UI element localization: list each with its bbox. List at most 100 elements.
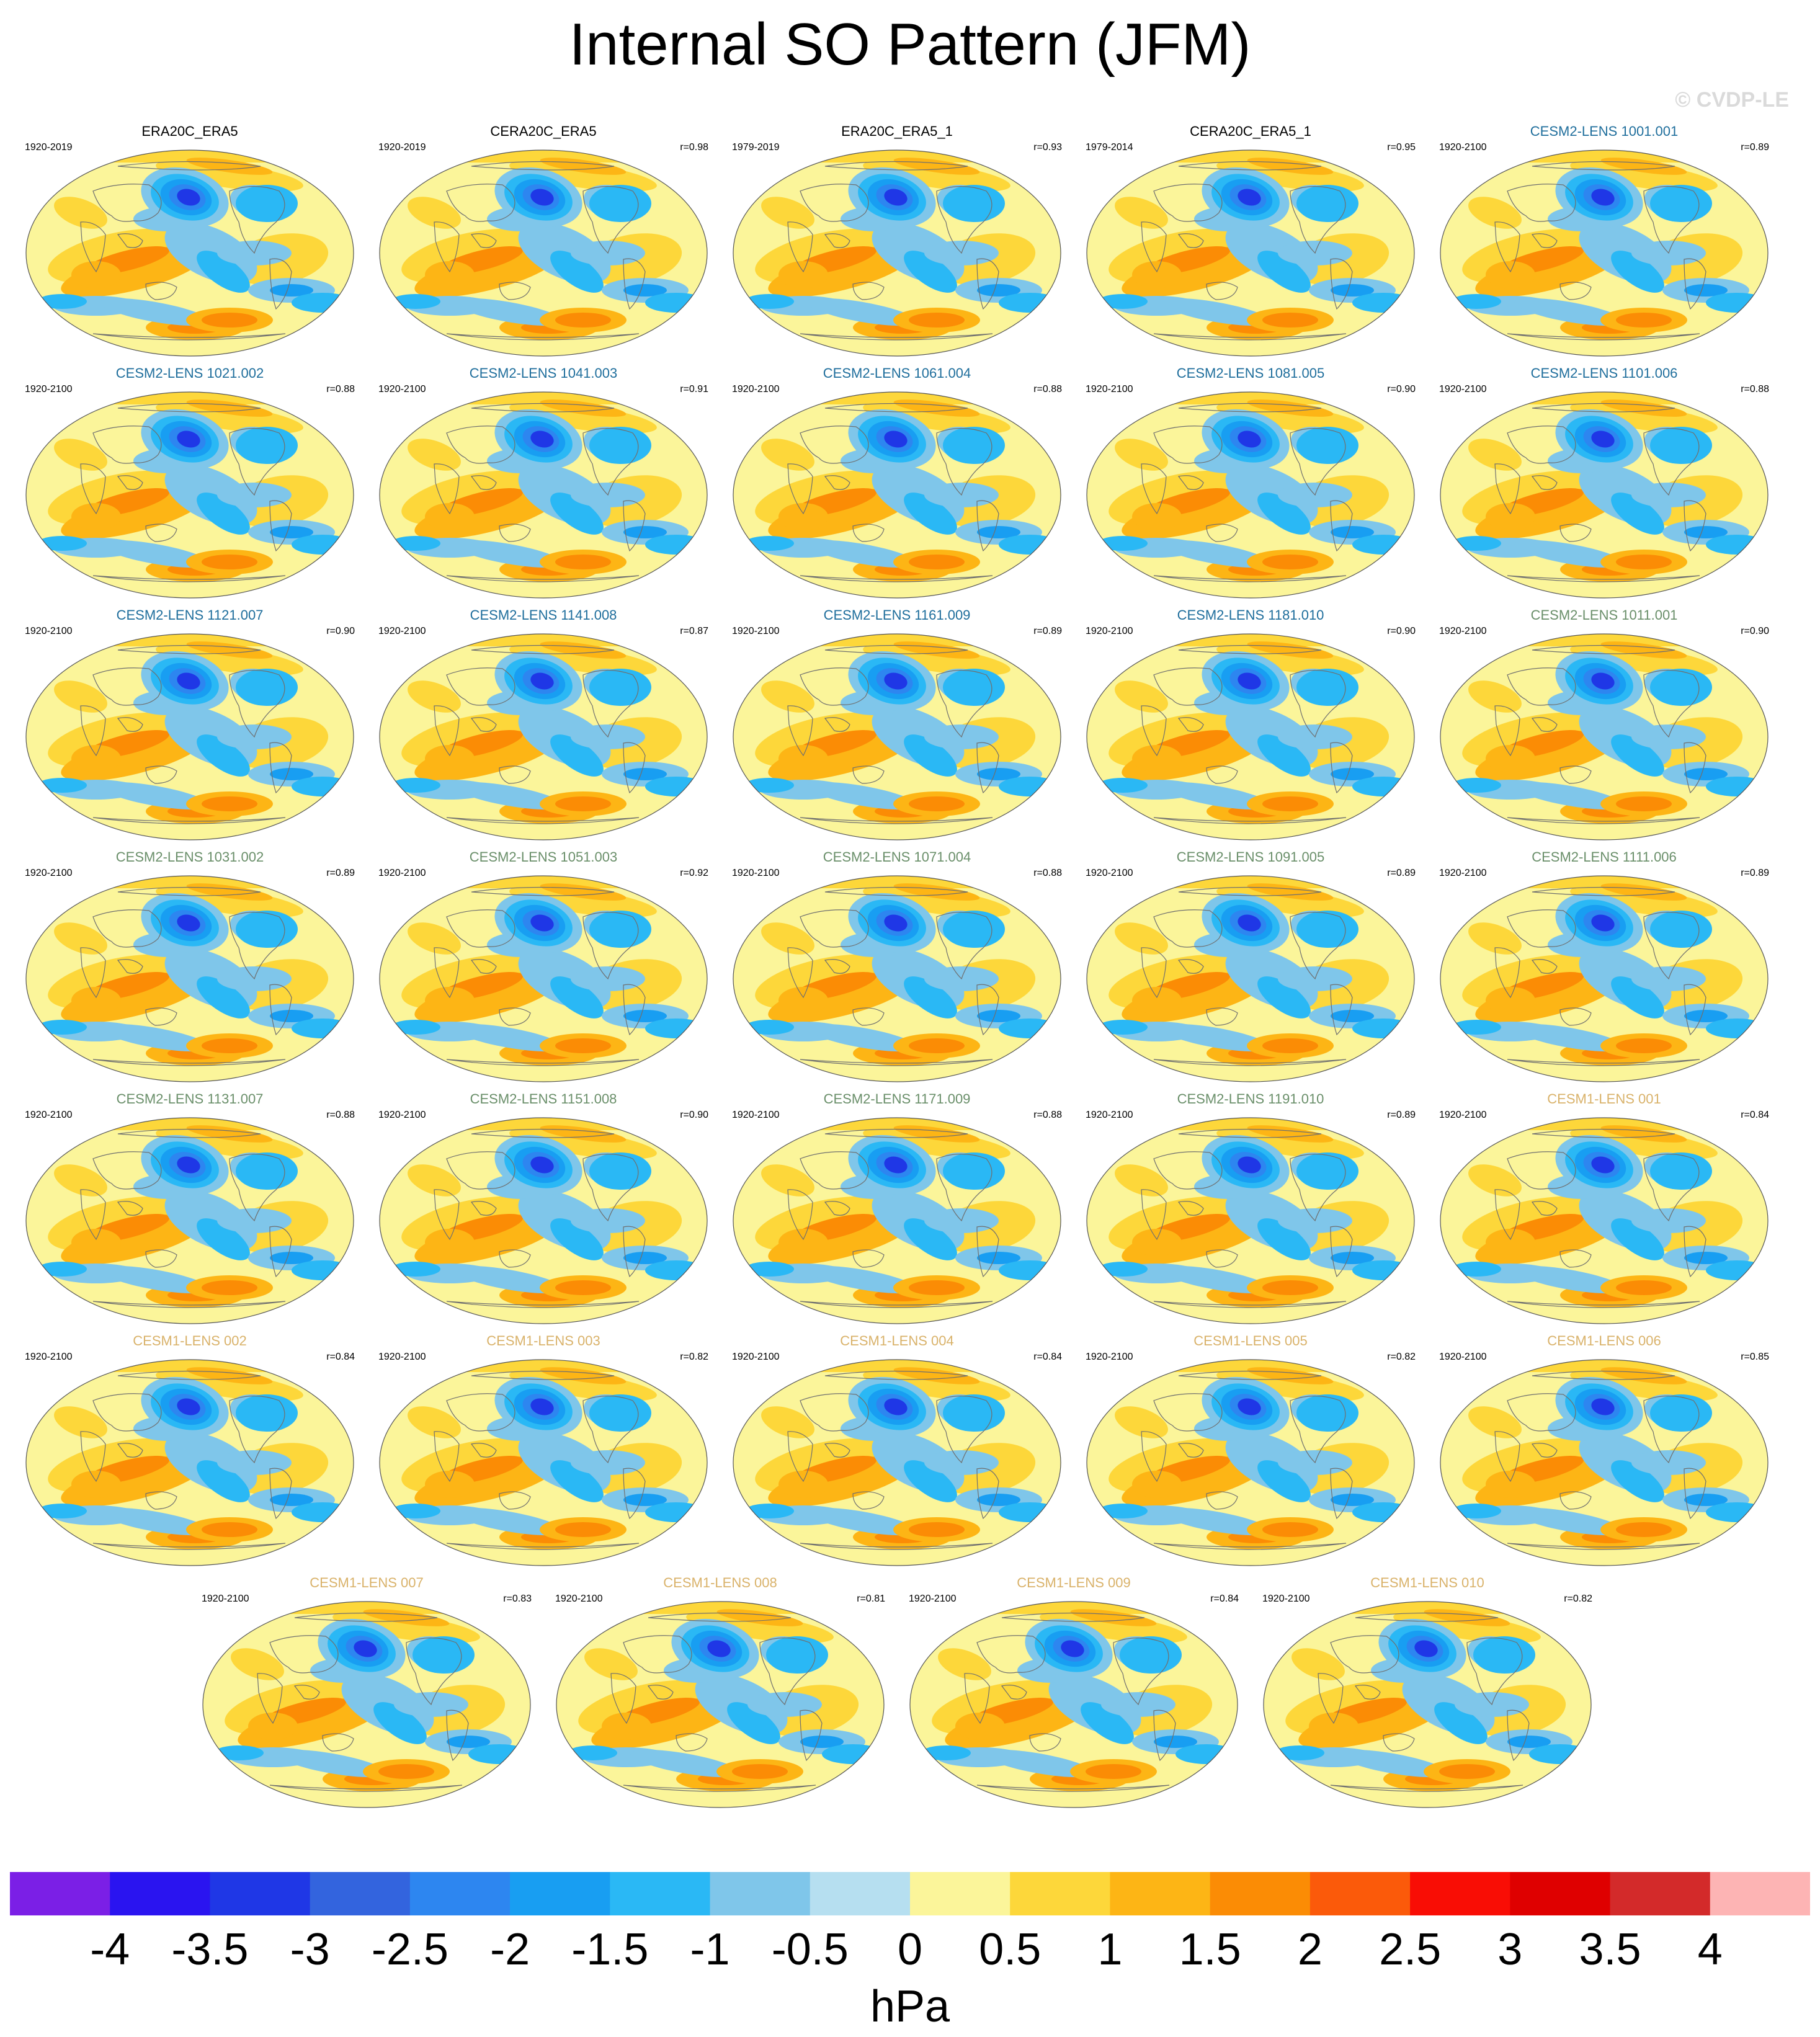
anomaly-contour [807,540,917,568]
coastline [1559,524,1592,542]
panel-years: 1920-2100 [378,1352,426,1362]
coastline [623,984,646,1036]
anomaly-contour [1468,197,1522,229]
anomaly-contour [100,1265,210,1294]
coastline [1290,911,1346,980]
map-outline [1440,149,1769,357]
anomaly-contour [71,261,121,288]
anomaly-contour [292,1260,354,1280]
colorbar-tick-label: -2.5 [371,1925,448,1974]
coastline [269,742,292,794]
coastline [471,1128,615,1138]
map-outline [1263,1601,1592,1808]
anomaly-contour [37,778,87,793]
coastline [1531,959,1558,974]
anomaly-contour [236,1152,298,1190]
anomaly-contour [1414,1640,1438,1657]
anomaly-contour [197,251,250,293]
panel-title: CESM2-LENS 1031.002 [115,849,264,865]
panel-years: 1979-2019 [732,142,780,153]
anomaly-contour [202,313,257,328]
anomaly-contour [214,1745,264,1760]
anomaly-contour [744,536,794,551]
panel-pattern-correlation: r=0.92 [680,868,708,878]
anomaly-contour [589,427,651,464]
coastline [800,333,993,341]
coastline [582,1153,639,1222]
coastline [471,403,615,412]
colorbar-swatch [409,1872,511,1915]
map-panel: CESM2-LENS 1091.005 1920-2100 r=0.89 [1073,849,1428,1090]
coastline [936,911,993,980]
anomaly-contour [1570,401,1718,434]
coastline [117,1128,261,1138]
anomaly-contour [555,555,611,569]
map-outline [909,1601,1238,1808]
anomaly-contour [1216,1369,1364,1401]
coastline [1684,500,1706,552]
panel-pattern-correlation: r=0.91 [680,384,708,394]
anomaly-contour [1468,922,1522,955]
anomaly-contour [1132,1229,1182,1256]
slp-anomaly-map [25,149,354,357]
anomaly-contour [1486,503,1535,530]
anomaly-contour [1262,796,1318,811]
anomaly-contour [1616,313,1672,328]
panel-title: CESM2-LENS 1001.001 [1530,123,1679,139]
coastline [269,258,292,310]
slp-anomaly-map [25,391,354,599]
anomaly-contour [71,1229,121,1256]
anomaly-contour [1132,745,1182,772]
coastline [117,475,143,490]
coastline [1290,1153,1346,1222]
panel-title: CESM1-LENS 001 [1547,1091,1661,1107]
anomaly-contour [509,401,657,434]
anomaly-contour [453,540,564,568]
coastline [117,1201,143,1216]
coastline [787,705,813,757]
slp-anomaly-map [1440,391,1769,599]
anomaly-contour [778,503,828,530]
coastline [1141,1189,1167,1241]
anomaly-contour [1616,1522,1672,1537]
coastline [269,1468,292,1520]
panel-years: 1920-2019 [378,142,426,153]
coastline [1643,669,1700,738]
anomaly-contour [1468,1164,1522,1197]
anomaly-contour [1452,1262,1501,1277]
panel-years: 1920-2100 [1439,868,1487,878]
anomaly-contour [1257,493,1311,535]
anomaly-contour [156,401,303,434]
anomaly-contour [202,555,257,569]
panel-title: CESM1-LENS 002 [133,1333,247,1348]
slp-anomaly-map [733,1359,1061,1566]
anomaly-contour [589,1152,651,1190]
anomaly-contour [1616,555,1672,569]
panel-pattern-correlation: r=0.90 [680,1110,708,1120]
anomaly-contour [744,294,794,309]
coastline [92,1543,286,1550]
coastline [471,1370,615,1380]
anomaly-contour [1098,1020,1148,1035]
colorbar-tick-label: -2 [490,1925,530,1974]
panel-pattern-correlation: r=0.90 [1387,626,1416,636]
panel-title: CESM1-LENS 004 [840,1333,954,1348]
coastline [1177,233,1204,248]
anomaly-contour [778,1229,828,1256]
panel-years: 1920-2019 [25,142,73,153]
coastline [852,524,885,542]
slp-anomaly-map [1440,875,1769,1082]
anomaly-contour [1684,284,1728,296]
coastline [623,1226,646,1278]
coastline [1466,1637,1523,1706]
coastline [92,1151,162,1190]
coastline [1206,1007,1238,1026]
anomaly-contour [1514,1507,1625,1536]
coastline [1318,1673,1344,1724]
slp-anomaly-map [556,1601,885,1808]
coastline [824,1443,850,1458]
anomaly-contour [807,1265,917,1294]
panel-pattern-correlation: r=0.83 [503,1593,532,1604]
coastline [117,161,261,171]
coastline [787,221,813,273]
